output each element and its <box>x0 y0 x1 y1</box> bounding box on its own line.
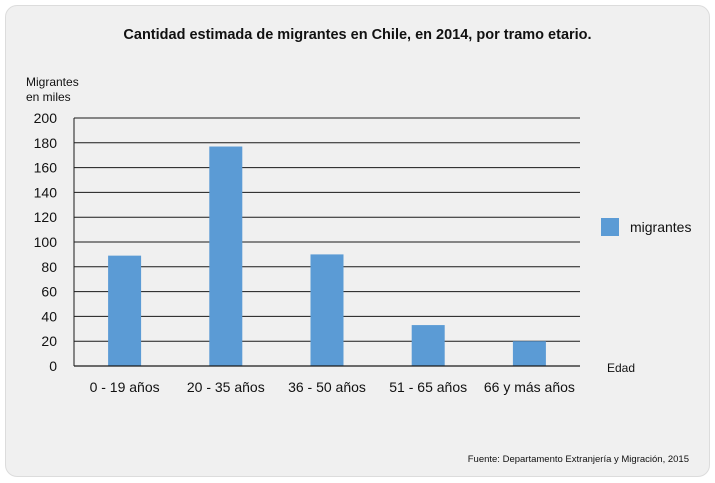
y-tick-label: 60 <box>41 284 57 300</box>
y-tick-label: 180 <box>34 135 58 151</box>
x-tick-label: 66 y más años <box>484 379 575 395</box>
bar <box>411 325 445 366</box>
bar <box>108 255 142 366</box>
chart-card <box>5 5 710 477</box>
y-tick-label: 120 <box>34 209 58 225</box>
y-axis-label: Migrantes en miles <box>26 75 79 104</box>
y-tick-label: 160 <box>34 160 58 176</box>
bar <box>310 254 344 366</box>
x-axis-label: Edad <box>607 361 636 375</box>
source-note: Fuente: Departamento Extranjería y Migra… <box>467 454 689 465</box>
y-tick-label: 40 <box>41 308 57 324</box>
y-tick-label: 20 <box>41 333 57 349</box>
x-tick-label: 20 - 35 años <box>187 379 265 395</box>
legend-swatch <box>601 218 619 236</box>
bar <box>209 146 243 366</box>
y-tick-label: 200 <box>34 110 58 126</box>
x-tick-label: 36 - 50 años <box>288 379 366 395</box>
chart-title: Cantidad estimada de migrantes en Chile,… <box>123 27 592 43</box>
bar <box>512 341 546 366</box>
y-tick-label: 100 <box>34 234 58 250</box>
legend-label: migrantes <box>630 219 691 235</box>
x-tick-label: 51 - 65 años <box>389 379 467 395</box>
x-tick-label: 0 - 19 años <box>90 379 160 395</box>
y-tick-label: 80 <box>41 259 57 275</box>
y-tick-label: 140 <box>34 184 58 200</box>
y-tick-label: 0 <box>49 358 57 374</box>
